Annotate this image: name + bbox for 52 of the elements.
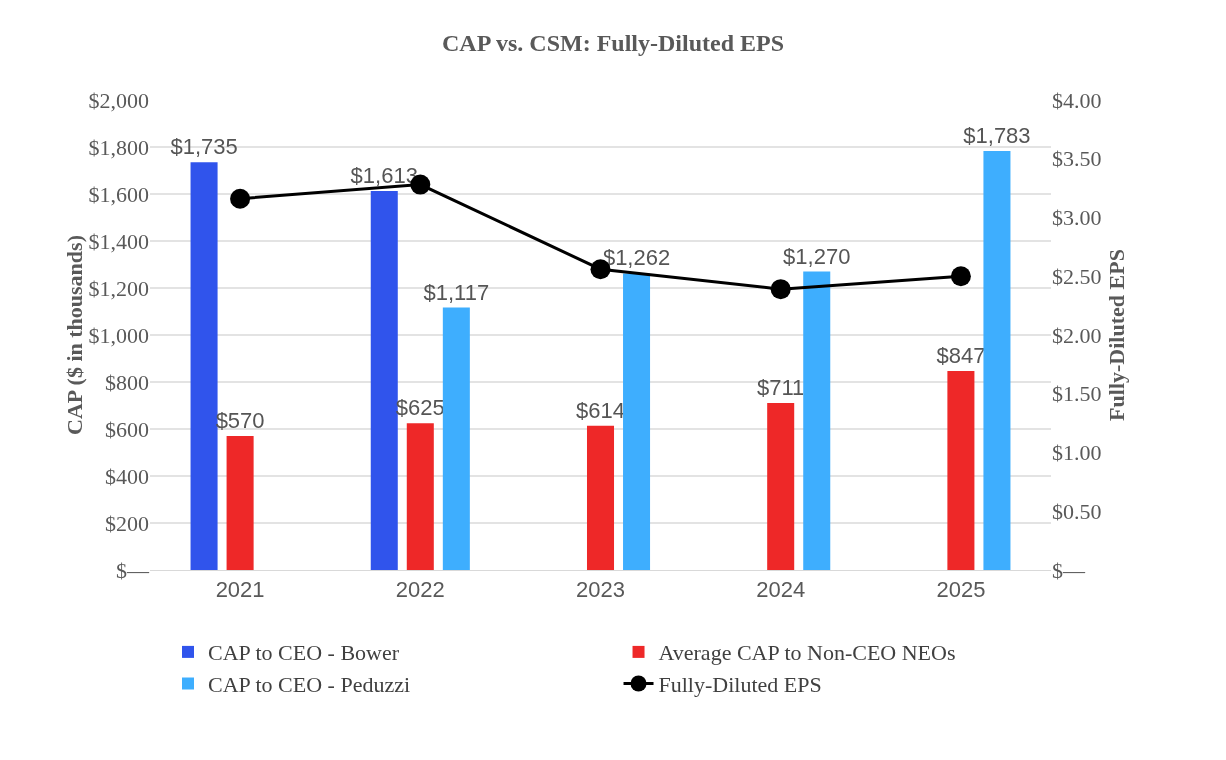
data-label: $1,262 <box>602 245 671 271</box>
bar <box>370 190 398 570</box>
bar <box>947 370 975 570</box>
bar <box>803 271 831 570</box>
y2-tick-label: $4.00 <box>1052 87 1102 113</box>
y2-axis-title: Fully-Diluted EPS <box>1103 249 1129 421</box>
point <box>230 188 251 209</box>
legend-label: Average CAP to Non-CEO NEOs <box>658 640 956 666</box>
bar <box>442 307 470 570</box>
bar <box>190 162 218 570</box>
y-tick-label: $2,000 <box>88 87 149 113</box>
point <box>950 266 971 287</box>
y2-tick-label: $2.50 <box>1052 263 1102 289</box>
x-tick-label: 2024 <box>756 577 806 603</box>
data-label: $1,117 <box>423 279 490 305</box>
chart-title: CAP vs. CSM: Fully-Diluted EPS <box>441 30 785 56</box>
y2-tick-label: $3.50 <box>1052 146 1102 172</box>
x-tick-label: 2021 <box>215 577 265 603</box>
legend-label: Fully-Diluted EPS <box>658 672 822 698</box>
y-tick-label: $— <box>116 557 150 583</box>
y-axis-title: CAP ($ in thousands) <box>61 235 87 435</box>
legend-label: CAP to CEO - Bower <box>208 640 400 666</box>
bar <box>406 423 434 570</box>
bar <box>226 436 254 570</box>
y-tick-label: $1,000 <box>88 322 149 348</box>
y2-tick-label: $0.50 <box>1052 498 1102 524</box>
y-tick-label: $600 <box>105 416 149 442</box>
y2-tick-label: $2.00 <box>1052 322 1102 348</box>
bar <box>767 402 795 570</box>
bar <box>586 425 615 570</box>
x-tick-label: 2022 <box>395 577 445 603</box>
y-tick-label: $800 <box>105 369 149 395</box>
y2-tick-label: $3.00 <box>1052 205 1102 231</box>
bar <box>983 151 1011 570</box>
y-tick-label: $1,600 <box>88 181 149 207</box>
bar <box>623 273 651 570</box>
point <box>770 279 791 300</box>
x-tick-label: 2025 <box>936 577 986 603</box>
y-tick-label: $1,800 <box>88 134 149 160</box>
y-tick-label: $200 <box>105 510 149 536</box>
y-tick-label: $1,400 <box>88 228 149 254</box>
data-label: $1,270 <box>783 243 851 269</box>
y2-tick-label: $— <box>1052 557 1086 583</box>
data-label: $614 <box>576 397 625 423</box>
data-label: $1,783 <box>963 123 1031 148</box>
x-tick-label: 2023 <box>576 577 625 603</box>
y2-tick-label: $1.50 <box>1052 381 1102 407</box>
y-tick-label: $1,200 <box>88 275 149 301</box>
legend-label: CAP to CEO - Peduzzi <box>208 672 411 698</box>
y-tick-label: $400 <box>105 463 149 489</box>
data-label: $1,735 <box>170 134 238 160</box>
y2-tick-label: $1.00 <box>1052 440 1102 466</box>
